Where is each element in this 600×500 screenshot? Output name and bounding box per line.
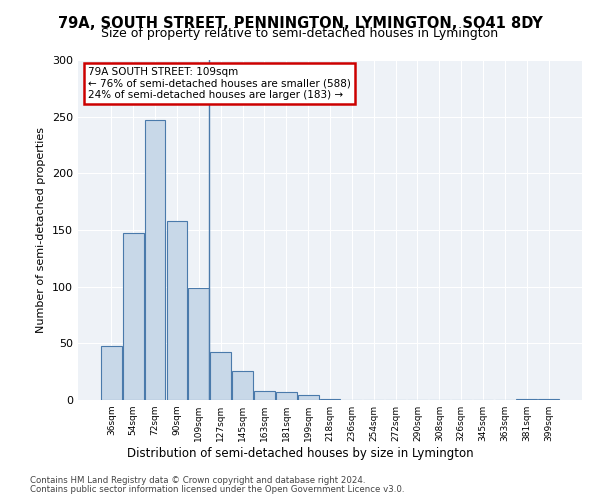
Bar — [232, 370, 253, 400]
Bar — [298, 396, 319, 400]
Bar — [517, 399, 537, 400]
Text: Contains public sector information licensed under the Open Government Licence v3: Contains public sector information licen… — [30, 485, 404, 494]
Bar — [145, 120, 166, 400]
Bar — [123, 234, 143, 400]
Bar — [188, 288, 209, 400]
Text: 79A SOUTH STREET: 109sqm
← 76% of semi-detached houses are smaller (588)
24% of : 79A SOUTH STREET: 109sqm ← 76% of semi-d… — [88, 67, 351, 100]
Text: Size of property relative to semi-detached houses in Lymington: Size of property relative to semi-detach… — [101, 27, 499, 40]
Text: Distribution of semi-detached houses by size in Lymington: Distribution of semi-detached houses by … — [127, 448, 473, 460]
Bar — [101, 346, 122, 400]
Bar — [254, 391, 275, 400]
Y-axis label: Number of semi-detached properties: Number of semi-detached properties — [37, 127, 46, 333]
Text: Contains HM Land Registry data © Crown copyright and database right 2024.: Contains HM Land Registry data © Crown c… — [30, 476, 365, 485]
Bar — [320, 399, 340, 400]
Bar — [538, 399, 559, 400]
Bar — [210, 352, 231, 400]
Bar — [276, 392, 296, 400]
Text: 79A, SOUTH STREET, PENNINGTON, LYMINGTON, SO41 8DY: 79A, SOUTH STREET, PENNINGTON, LYMINGTON… — [58, 16, 542, 31]
Bar — [167, 221, 187, 400]
